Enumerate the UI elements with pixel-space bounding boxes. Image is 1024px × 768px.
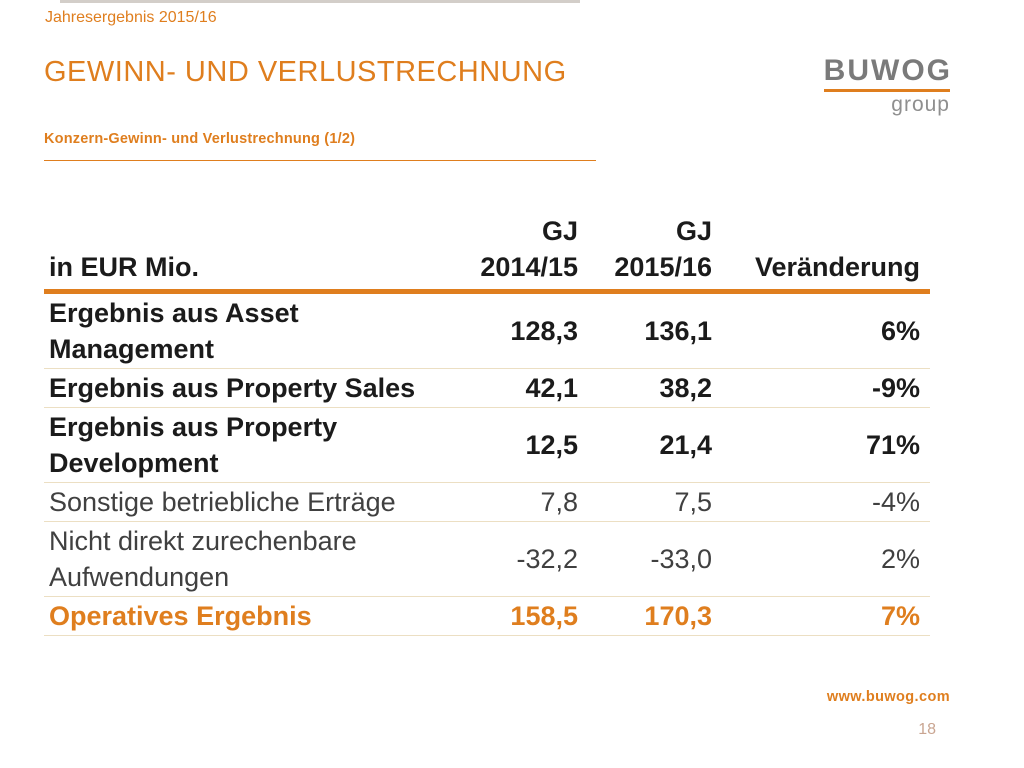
table-row-property-sales: Ergebnis aus Property Sales 42,1 38,2 -9…	[44, 368, 930, 408]
page-number: 18	[918, 721, 936, 738]
section-subtitle: Konzern-Gewinn- und Verlustrechnung (1/2…	[44, 131, 356, 147]
row-label: Operatives Ergebnis	[44, 596, 440, 636]
col-header-fy1516: GJ 2015/16	[578, 213, 712, 294]
value-change: 71%	[712, 407, 930, 483]
value-fy1415: -32,2	[440, 521, 578, 597]
value-change: -9%	[712, 368, 930, 408]
buwog-logo-inner: BUWOG group	[823, 54, 952, 117]
value-change: 6%	[712, 291, 930, 369]
page-title: GEWINN- UND VERLUSTRECHNUNG	[44, 56, 567, 88]
value-fy1516: 7,5	[578, 482, 712, 522]
value-fy1516: 136,1	[578, 291, 712, 369]
website-link[interactable]: www.buwog.com	[826, 689, 950, 705]
logo-rule	[823, 89, 950, 92]
value-fy1415: 158,5	[440, 596, 578, 636]
value-change: 7%	[712, 596, 930, 636]
table-row-asset-management: Ergebnis aus Asset Management 128,3 136,…	[44, 291, 930, 369]
table-header-row: in EUR Mio. GJ 2014/15 GJ 2015/16 Veränd…	[44, 213, 930, 294]
row-label: Sonstige betriebliche Erträge	[44, 482, 440, 522]
value-fy1516: 21,4	[578, 407, 712, 483]
col-header-unit: in EUR Mio.	[44, 213, 440, 294]
report-eyebrow: Jahresergebnis 2015/16	[45, 9, 217, 26]
table-row-operatives-ergebnis: Operatives Ergebnis 158,5 170,3 7%	[44, 596, 930, 636]
value-fy1415: 7,8	[440, 482, 578, 522]
table-row-sonstige-ertraege: Sonstige betriebliche Erträge 7,8 7,5 -4…	[44, 482, 930, 522]
row-label: Ergebnis aus Property Sales	[44, 368, 440, 408]
value-fy1415: 128,3	[440, 291, 578, 369]
row-label: Ergebnis aus Property Development	[44, 407, 440, 483]
row-label: Ergebnis aus Asset Management	[44, 291, 440, 369]
logo-subtitle: group	[891, 93, 950, 116]
pnl-table: in EUR Mio. GJ 2014/15 GJ 2015/16 Veränd…	[44, 213, 930, 636]
table-row-property-development: Ergebnis aus Property Development 12,5 2…	[44, 407, 930, 483]
row-label: Nicht direkt zurechenbare Aufwendungen	[44, 521, 440, 597]
value-fy1516: 170,3	[578, 596, 712, 636]
value-fy1516: 38,2	[578, 368, 712, 408]
logo-wordmark: BUWOG	[823, 54, 952, 87]
value-fy1516: -33,0	[578, 521, 712, 597]
value-change: 2%	[712, 521, 930, 597]
section-subtitle-block: Konzern-Gewinn- und Verlustrechnung (1/2…	[44, 131, 596, 161]
value-change: -4%	[712, 482, 930, 522]
table-row-nicht-zurechenbare-aufwendungen: Nicht direkt zurechenbare Aufwendungen -…	[44, 521, 930, 597]
col-header-change: Veränderung	[712, 213, 930, 294]
col-header-fy1415: GJ 2014/15	[440, 213, 578, 294]
value-fy1415: 12,5	[440, 407, 578, 483]
value-fy1415: 42,1	[440, 368, 578, 408]
top-edge-artifact	[60, 0, 580, 3]
buwog-logo: BUWOG group	[823, 54, 952, 117]
